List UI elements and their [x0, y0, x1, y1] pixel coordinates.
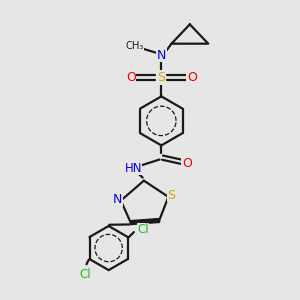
- Text: HN: HN: [124, 162, 142, 175]
- Text: O: O: [187, 71, 197, 84]
- Text: O: O: [182, 157, 192, 170]
- Text: Cl: Cl: [79, 268, 91, 281]
- Text: S: S: [167, 189, 175, 202]
- Text: CH₃: CH₃: [125, 41, 144, 51]
- Text: N: N: [157, 49, 166, 62]
- Text: N: N: [113, 194, 122, 206]
- Text: S: S: [157, 71, 165, 84]
- Text: Cl: Cl: [137, 223, 149, 236]
- Text: O: O: [126, 71, 136, 84]
